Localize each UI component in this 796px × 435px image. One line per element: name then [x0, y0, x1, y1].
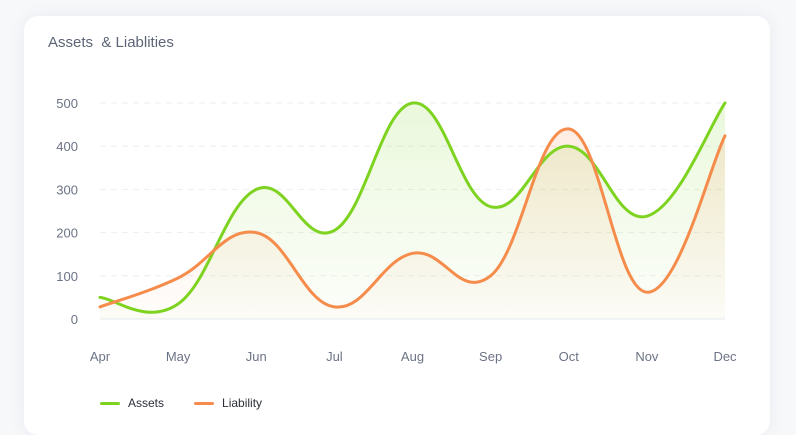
- assets-point[interactable]: [488, 204, 494, 210]
- legend-swatch-liability: [194, 401, 215, 405]
- line-chart: 0 100 200 300 400 500 Apr May Jun Jul Aug Sep Oct No…: [56, 96, 737, 364]
- series-lines: [97, 100, 728, 314]
- x-tick-label: Jul: [326, 349, 343, 364]
- liability-point[interactable]: [97, 304, 103, 310]
- x-tick-label: Nov: [635, 349, 659, 364]
- x-tick-label: Jun: [246, 349, 267, 364]
- legend-label-assets: Assets: [128, 396, 165, 410]
- x-tick-label: May: [166, 349, 191, 364]
- x-tick-label: Apr: [90, 349, 111, 364]
- x-tick-label: Oct: [559, 349, 580, 364]
- y-tick-label: 300: [56, 182, 78, 197]
- liability-area: [100, 128, 725, 319]
- assets-line[interactable]: [98, 101, 727, 314]
- chart-title: Assets & Liablities: [48, 34, 174, 51]
- assets-point[interactable]: [410, 100, 416, 106]
- legend-item-liability[interactable]: Liability: [194, 396, 262, 410]
- legend-item-assets[interactable]: Assets: [100, 396, 164, 410]
- assets-point[interactable]: [253, 186, 259, 192]
- assets-point[interactable]: [566, 143, 572, 149]
- assets-point[interactable]: [175, 301, 181, 307]
- liability-point[interactable]: [566, 126, 572, 132]
- liability-point[interactable]: [410, 250, 416, 256]
- x-tick-label: Sep: [479, 349, 502, 364]
- y-tick-label: 200: [56, 226, 78, 241]
- liability-point[interactable]: [644, 289, 650, 295]
- y-tick-label: 0: [71, 312, 78, 327]
- assets-point[interactable]: [644, 213, 650, 219]
- legend-swatch-assets: [100, 401, 120, 405]
- chart-legend: Assets Liability: [100, 396, 262, 410]
- y-tick-label: 400: [56, 139, 78, 154]
- liability-point[interactable]: [331, 304, 337, 310]
- legend-label-liability: Liability: [222, 396, 263, 410]
- liability-point[interactable]: [253, 230, 259, 236]
- x-tick-label: Aug: [401, 349, 424, 364]
- area-fills: [100, 102, 725, 319]
- liability-point[interactable]: [175, 275, 181, 281]
- x-tick-label: Dec: [713, 349, 737, 364]
- liability-point[interactable]: [722, 133, 728, 139]
- assets-point[interactable]: [97, 294, 103, 300]
- y-tick-label: 500: [56, 96, 78, 111]
- y-axis-ticks: 0 100 200 300 400 500: [56, 96, 78, 327]
- liability-point[interactable]: [488, 273, 494, 279]
- chart-card: Assets & Liablities 0 100 200 300 400 500 Apr…: [24, 16, 770, 435]
- x-axis-ticks: Apr May Jun Jul Aug Sep Oct Nov Dec: [90, 349, 737, 364]
- liability-line[interactable]: [98, 127, 727, 309]
- assets-point[interactable]: [722, 100, 728, 106]
- y-tick-label: 100: [56, 269, 78, 284]
- assets-point[interactable]: [331, 227, 337, 233]
